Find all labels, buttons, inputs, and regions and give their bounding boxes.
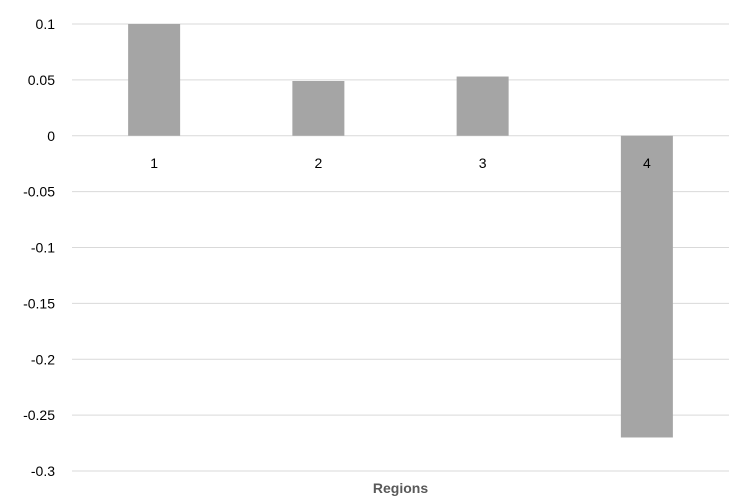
x-axis-title: Regions <box>373 480 428 496</box>
bar-4 <box>620 135 673 438</box>
x-tick-label: 4 <box>643 155 651 171</box>
y-tick-label: -0.2 <box>31 351 55 367</box>
y-tick-label: -0.1 <box>31 240 55 256</box>
y-tick-label: -0.25 <box>23 407 55 423</box>
y-tick-label: 0.1 <box>36 16 56 32</box>
x-tick-label: 3 <box>479 155 487 171</box>
gridlines <box>72 23 729 472</box>
y-axis-ticks: 0.1 0.05 0 -0.05 -0.1 -0.15 -0.2 -0.25 -0.3 <box>23 16 55 479</box>
x-axis-ticks: 1 2 3 4 <box>150 155 651 171</box>
y-tick-label: 0 <box>47 128 55 144</box>
y-tick-label: -0.05 <box>23 184 55 200</box>
y-tick-label: 0.05 <box>28 72 55 88</box>
y-tick-label: -0.15 <box>23 295 55 311</box>
bar-3 <box>456 76 509 136</box>
bars <box>128 24 673 438</box>
bar-2 <box>292 80 345 136</box>
bar-1 <box>128 24 181 136</box>
x-tick-label: 2 <box>314 155 322 171</box>
y-tick-label: -0.3 <box>31 463 55 479</box>
x-tick-label: 1 <box>150 155 158 171</box>
